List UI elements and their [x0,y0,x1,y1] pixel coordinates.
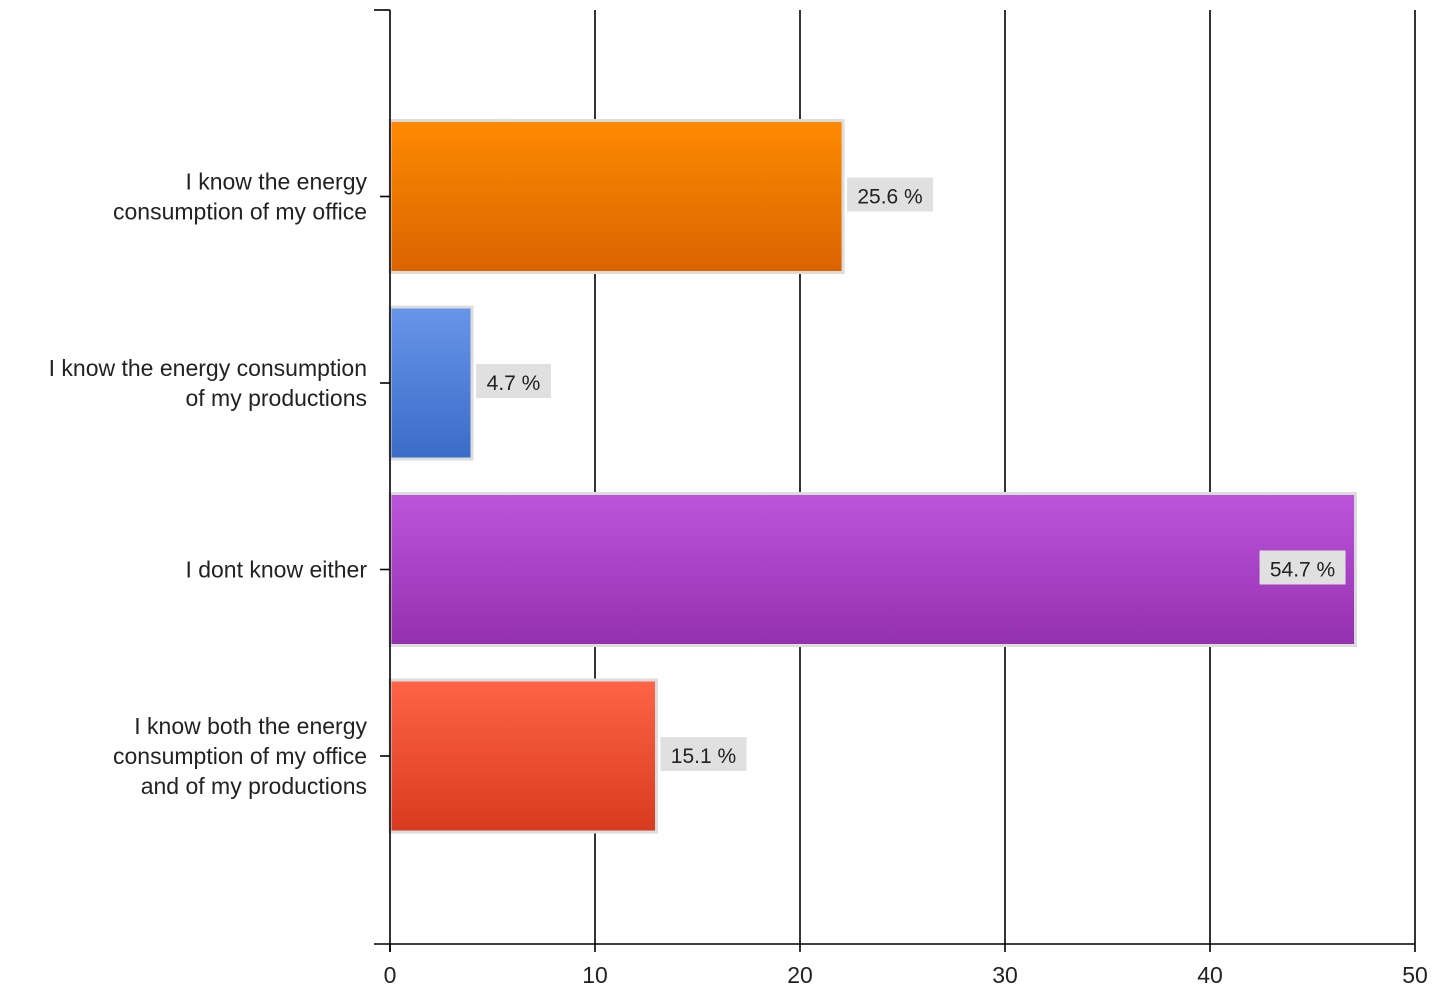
data-label-group: 25.6 % [847,177,934,212]
x-tick-label: 20 [787,962,813,987]
data-label-background [660,737,747,771]
data-label-group: 4.7 % [476,364,551,398]
category-label: consumption of my office [113,743,367,769]
labels: 0 10 20 30 40 50 I know the energy consumption … [49,169,1428,987]
data-label: 25.6 % [857,186,922,209]
bar-1 [388,119,845,274]
data-label: 15.1 % [671,745,736,768]
axes [374,9,1416,952]
category-label: I know both the energy [134,713,367,739]
bar-2 [388,305,474,461]
bar-4 [388,678,658,834]
x-tick-label: 0 [384,962,397,987]
category-label: consumption of my office [113,199,367,225]
data-label-background [1259,550,1346,585]
data-label-group: 54.7 % [1259,550,1346,585]
category-label: I dont know either [185,557,367,583]
data-label-group: 15.1 % [660,737,747,771]
data-label-background [847,177,934,212]
data-label: 54.7 % [1270,559,1335,582]
data-label-background [476,364,551,398]
category-label: I know the energy consumption [49,355,367,381]
category-label: and of my productions [141,773,367,799]
category-label: of my productions [185,385,367,411]
x-tick-label: 30 [992,962,1018,987]
category-label: I know the energy [185,169,367,195]
data-label: 4.7 % [487,372,541,395]
bar-3 [388,492,1358,647]
x-tick-label: 40 [1197,962,1223,987]
x-tick-label: 50 [1402,962,1428,987]
x-tick-label: 10 [582,962,608,987]
